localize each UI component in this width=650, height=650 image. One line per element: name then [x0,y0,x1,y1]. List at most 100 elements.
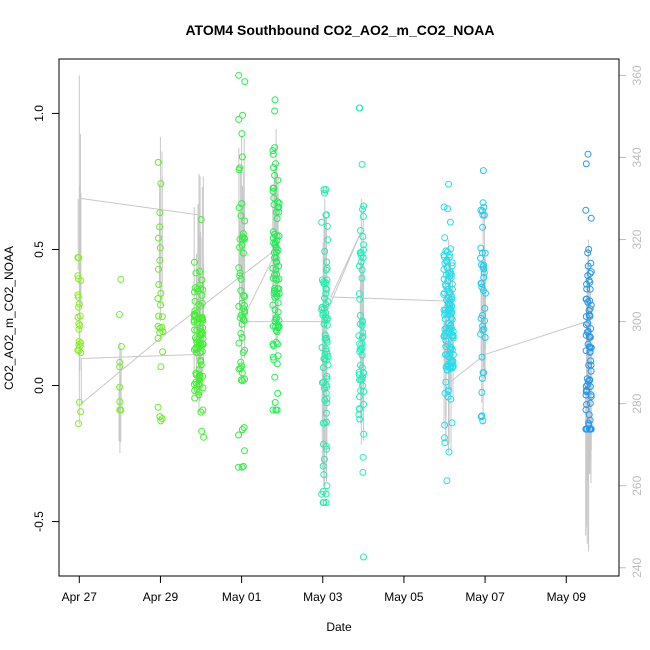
data-point [76,342,84,350]
data-point [75,420,82,428]
data-point [323,372,331,380]
data-point [198,313,206,321]
y2-tick-label: 240 [630,557,644,577]
data-point [274,389,282,397]
data-point [269,301,277,309]
data-point [582,406,590,414]
data-point [324,361,332,369]
data-point [238,200,246,208]
data-point [318,490,326,498]
data-point [274,308,282,316]
data-point [321,189,328,197]
data-point [358,340,366,348]
data-point [360,202,368,210]
data-point [275,199,283,207]
data-point [117,343,125,350]
data-point [238,153,246,161]
y-tick-label: 0.5 [32,241,46,258]
data-point [447,269,455,276]
data-point [237,330,245,337]
data-point [274,176,282,184]
data-point [587,425,595,433]
data-point [447,395,455,403]
data-point [481,334,489,341]
data-point [75,341,83,349]
data-point [442,378,450,386]
data-point [322,301,330,308]
data-point [584,150,592,158]
plot-frame [58,58,620,577]
data-point [241,375,249,383]
data-point [441,439,449,447]
data-point [190,346,198,354]
data-point [323,258,331,266]
data-point [356,227,364,234]
data-point [197,339,204,347]
data-point [197,331,205,339]
data-point [155,234,162,242]
data-point [480,274,488,281]
data-point [156,209,164,217]
data-point [320,186,328,194]
data-point [195,374,203,381]
data-point [359,468,367,476]
data-point [318,344,326,351]
data-point [192,345,200,353]
data-point [445,448,453,456]
data-point [241,447,248,455]
data-point [443,256,451,264]
data-point [235,302,243,310]
data-point [271,171,279,179]
data-point [478,261,485,269]
data-point [477,254,485,262]
data-point [237,212,245,220]
data-point [275,323,283,331]
data-point [447,274,455,282]
data-point [441,351,449,359]
data-point [236,164,244,172]
data-point [271,107,279,115]
data-point [356,104,364,112]
data-point [241,293,249,300]
data-point [199,406,207,414]
data-point [197,356,205,364]
data-point [235,463,242,471]
data-point [272,406,280,414]
data-point [448,280,456,288]
data-point [191,387,199,395]
data-point [355,368,363,376]
data-point [275,208,283,216]
data-point [586,376,594,384]
y-axis-label: CO2_AO2_m_CO2_NOAA [2,246,16,390]
data-point [157,363,165,371]
data-point [270,164,277,172]
latitude-series [77,75,592,552]
x-tick-label: May 09 [547,590,587,604]
data-point [322,381,330,389]
data-point [76,322,84,329]
data-point [322,313,329,321]
data-point [239,249,247,257]
data-point [238,130,246,138]
data-point [158,313,166,321]
data-point [269,184,277,192]
data-point [323,338,331,346]
data-point [441,389,449,397]
data-point [235,339,243,347]
data-point [159,328,167,336]
data-point [477,330,485,338]
data-point [443,366,451,374]
data-point [586,270,594,277]
data-point [156,329,164,337]
data-point [442,280,449,288]
co2-difference-points [74,71,595,561]
data-point [272,160,279,168]
data-point [583,285,591,293]
data-point [478,283,486,291]
data-point [197,361,205,369]
data-point [582,425,590,433]
data-point [480,325,488,333]
data-point [269,234,277,242]
data-point [192,269,200,277]
data-point [154,158,162,166]
